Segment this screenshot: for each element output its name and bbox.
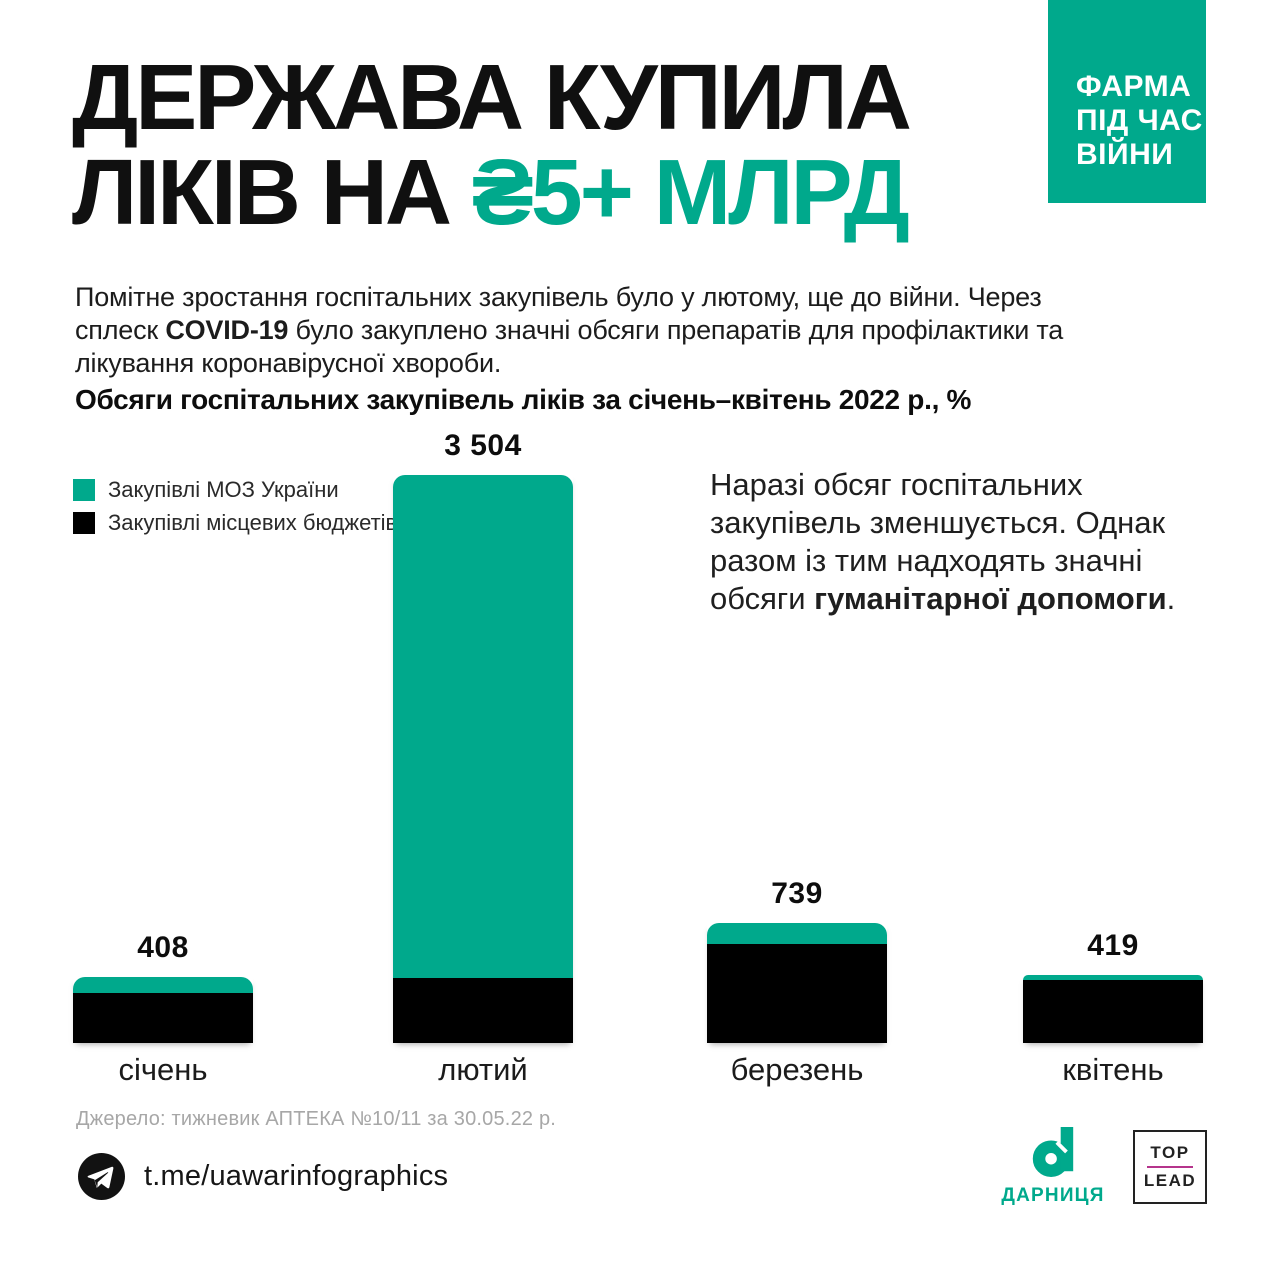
intro-bold-covid: COVID-19 — [165, 315, 289, 345]
legend-label: Закупівлі місцевих бюджетів — [108, 510, 398, 535]
darnytsia-logo: дарниця — [1001, 1127, 1105, 1207]
bar-value-label: 408 — [137, 930, 189, 964]
bar-value-label: 419 — [1087, 929, 1139, 963]
bar-value-label: 739 — [771, 877, 823, 911]
bar-segment-moz — [73, 976, 253, 993]
telegram-url: t.me/uawarinfographics — [144, 1160, 449, 1192]
bar-лютий — [393, 475, 573, 1043]
legend-label: Закупівлі МОЗ України — [108, 477, 339, 502]
side-note: Наразі обсяг госпітальних закупівель зме… — [710, 466, 1180, 618]
bar-segment-local-budget — [707, 943, 887, 1043]
bar-category-label: січень — [118, 1052, 208, 1087]
legend-swatch-teal-icon — [73, 479, 95, 501]
bar-segment-local-budget — [73, 992, 253, 1043]
bar-category-label: квітень — [1062, 1052, 1164, 1087]
intro-pre: Помітне зростання госпітальних закупівел… — [75, 282, 1042, 345]
source-note: Джерело: тижневик АПТЕКА №10/11 за 30.05… — [76, 1108, 557, 1130]
bar-category-label: березень — [730, 1052, 864, 1087]
telegram-link[interactable]: t.me/uawarinfographics — [78, 1153, 448, 1200]
bar-value-label: 3 504 — [444, 429, 522, 463]
bar-segment-local-budget — [1023, 980, 1203, 1043]
badge-line: ФАРМА — [1076, 70, 1192, 103]
chart-legend: Закупівлі МОЗ України Закупівлі місцевих… — [73, 477, 397, 543]
bar-січень — [73, 976, 253, 1043]
intro-post: було закуплено значні обсяги препаратів … — [75, 315, 1064, 378]
title-line-2: ЛІКІВ НА ₴5+ МЛРД — [72, 145, 910, 240]
title-line2-black: ЛІКІВ НА — [72, 140, 472, 244]
bar-category-label: лютий — [438, 1052, 528, 1087]
badge-line: ВІЙНИ — [1076, 138, 1174, 171]
darnytsia-d-icon — [1032, 1127, 1074, 1177]
toplead-top-text: TOP — [1150, 1143, 1190, 1162]
toplead-logo: TOP LEAD — [1133, 1130, 1207, 1204]
intro-paragraph: Помітне зростання госпітальних закупівел… — [75, 281, 1105, 380]
bar-квітень — [1023, 975, 1203, 1043]
toplead-divider — [1147, 1166, 1193, 1168]
telegram-icon — [78, 1153, 125, 1200]
bar-segment-moz — [393, 475, 573, 978]
legend-swatch-black-icon — [73, 512, 95, 534]
bar-segment-moz — [1023, 975, 1203, 981]
legend-item-moz: Закупівлі МОЗ України — [73, 477, 397, 503]
badge-line: ПІД ЧАС — [1076, 104, 1203, 137]
side-note-post: . — [1166, 581, 1176, 616]
side-note-bold: гуманітарної допомоги — [814, 581, 1167, 616]
page-title: ДЕРЖАВА КУПИЛА ЛІКІВ НА ₴5+ МЛРД — [72, 45, 912, 240]
side-note-pre: Наразі обсяг госпітальних закупівель зме… — [710, 467, 1166, 616]
bar-segment-moz — [707, 923, 887, 944]
bar-березень — [707, 923, 887, 1043]
bar-segment-local-budget — [393, 977, 573, 1043]
title-line-1: ДЕРЖАВА КУПИЛА — [72, 45, 912, 149]
title-line2-accent: ₴5+ МЛРД — [471, 140, 910, 244]
darnytsia-wordmark: дарниця — [1001, 1185, 1105, 1206]
series-badge: ФАРМА ПІД ЧАС ВІЙНИ — [1048, 0, 1206, 203]
legend-item-local: Закупівлі місцевих бюджетів — [73, 510, 397, 536]
toplead-lead-text: LEAD — [1143, 1171, 1197, 1190]
chart-title: Обсяги госпітальних закупівель ліків за … — [75, 384, 972, 415]
